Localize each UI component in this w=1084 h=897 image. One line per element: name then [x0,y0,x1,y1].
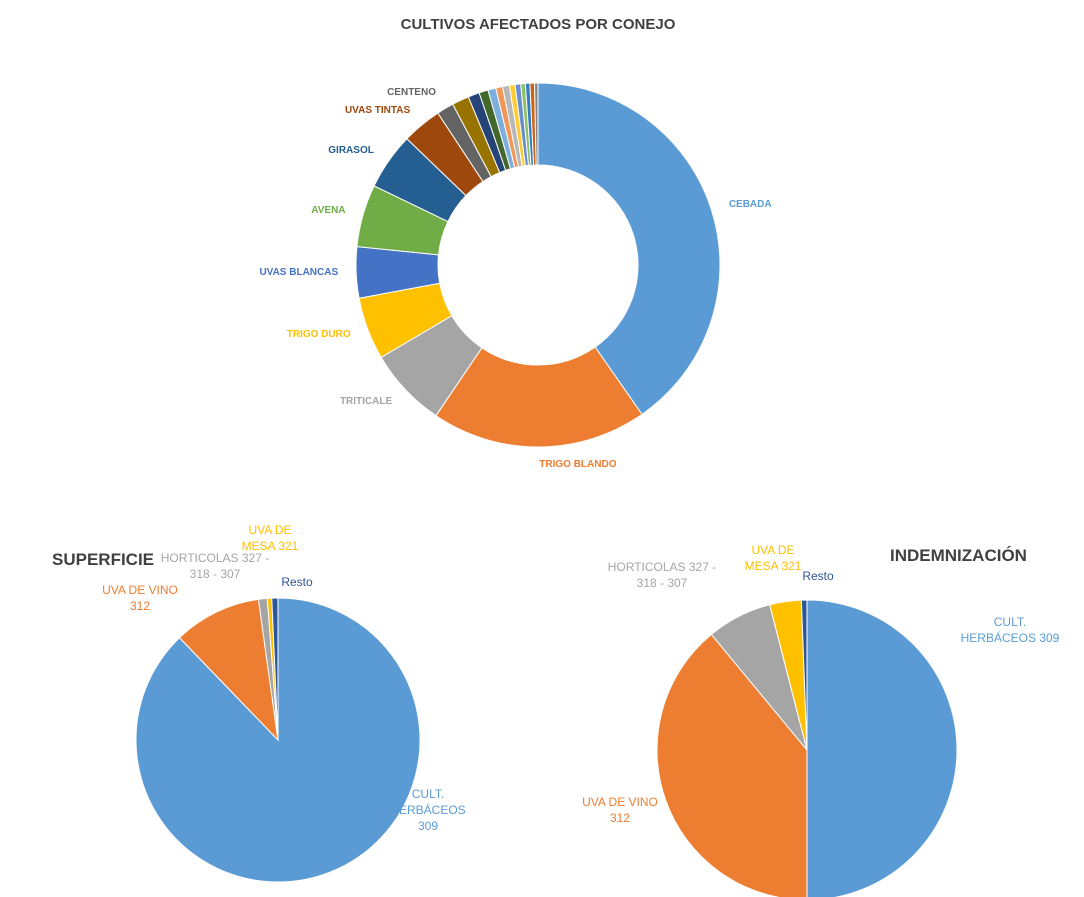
slice-label: CEBADA [728,199,772,211]
pie-slice [656,633,808,897]
donut-slice [435,346,643,448]
slice-label: Resto [281,575,313,589]
slice-label: UVA DE MESA 321 [241,523,299,553]
slice-label: CULT. HERBÁCEOS 309 [960,615,1060,645]
pie-slice [800,599,808,751]
slice-label: HORTICOLAS 327 - 318 - 307 [160,551,270,581]
slice-label: UVAS BLANCAS [259,267,339,279]
donut-slice [534,82,539,166]
slice-label: Resto [802,569,834,583]
slice-label: UVAS TINTAS [344,105,411,117]
pie-slice [271,597,279,741]
donut-slice [537,82,721,416]
slice-label: GIRASOL [328,144,374,156]
chart-title: INDEMNIZACIÓN [890,546,1027,565]
slice-label: AVENA [311,204,346,216]
pie-slice [806,599,958,897]
slice-label: TRIGO BLANDO [539,458,617,470]
slice-label: UVA DE VINO 312 [582,795,658,825]
slice-label: CENTENO [387,86,436,98]
chart-title: SUPERFICIE [52,550,155,569]
slice-label: UVA DE MESA 321 [744,543,802,573]
slice-label: TRIGO DURO [286,329,351,341]
chart-title: CULTIVOS AFECTADOS POR CONEJO [400,16,676,33]
pie-slice [178,598,279,742]
slice-label: CULT. HERBÁCEOS 309 [390,787,466,833]
slice-label: UVA DE VINO 312 [102,583,178,613]
slice-label: HORTICOLAS 327 - 318 - 307 [607,560,717,590]
slice-label: TRITICALE [339,395,393,407]
